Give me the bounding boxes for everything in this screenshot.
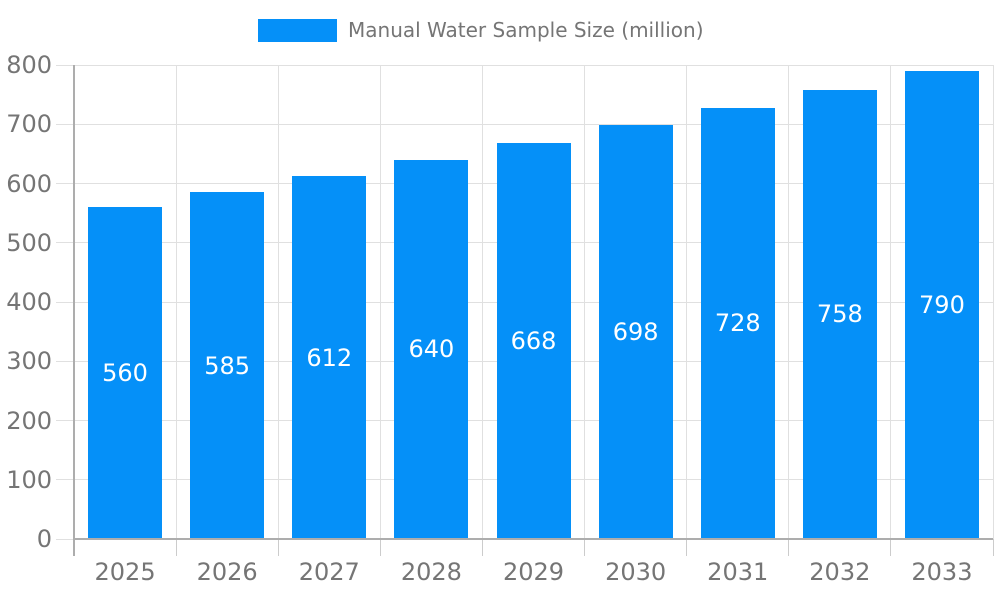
y-axis-tick xyxy=(56,301,74,303)
y-axis-tick xyxy=(56,64,74,66)
x-axis-tick xyxy=(481,539,483,556)
bar-value-label: 640 xyxy=(408,335,455,364)
bar xyxy=(190,192,265,539)
x-gridline xyxy=(788,65,790,539)
legend-swatch xyxy=(258,18,337,42)
x-axis-tick xyxy=(277,539,279,556)
bar-value-label: 790 xyxy=(919,290,965,319)
bar-value-label: 585 xyxy=(204,351,251,380)
y-tick-label: 0 xyxy=(36,525,52,553)
y-tick-label: 800 xyxy=(6,51,52,79)
y-tick-label: 400 xyxy=(6,288,52,316)
x-gridline xyxy=(584,65,586,539)
x-tick-label: 2032 xyxy=(809,558,871,586)
y-axis-tick xyxy=(56,479,74,481)
x-gridline xyxy=(379,65,381,539)
x-gridline xyxy=(992,65,994,539)
x-axis-tick xyxy=(379,539,381,556)
y-axis-tick xyxy=(56,242,74,244)
bar-value-label: 728 xyxy=(714,309,761,338)
x-axis-line xyxy=(74,538,993,540)
y-axis-tick xyxy=(56,360,74,362)
x-tick-label: 2030 xyxy=(605,558,667,586)
y-gridline xyxy=(74,64,993,66)
x-gridline xyxy=(481,65,483,539)
x-gridline xyxy=(890,65,892,539)
x-tick-label: 2026 xyxy=(196,558,258,586)
y-axis-tick xyxy=(56,538,74,540)
y-axis-tick xyxy=(56,183,74,184)
x-gridline xyxy=(175,65,177,539)
bar xyxy=(802,89,877,539)
bar-value-label: 560 xyxy=(102,359,148,388)
x-axis-tick xyxy=(788,539,790,556)
bar xyxy=(88,207,163,539)
x-axis-tick xyxy=(890,539,892,556)
y-tick-label: 200 xyxy=(6,406,52,435)
bar xyxy=(496,143,571,539)
bar-value-label: 612 xyxy=(306,343,353,372)
x-gridline xyxy=(277,65,279,539)
legend-item[interactable]: Manual Water Sample Size (million) xyxy=(258,18,704,42)
bar-value-label: 668 xyxy=(510,327,557,356)
bar-value-label: 698 xyxy=(612,318,659,347)
bar xyxy=(700,107,775,539)
y-tick-label: 500 xyxy=(6,228,52,257)
x-tick-label: 2033 xyxy=(911,558,973,586)
x-tick-label: 2025 xyxy=(94,558,156,586)
y-gridline xyxy=(74,123,993,125)
x-tick-label: 2029 xyxy=(502,558,565,586)
bar xyxy=(598,125,673,539)
x-gridline xyxy=(686,65,688,539)
x-axis-tick xyxy=(992,539,994,556)
y-tick-label: 300 xyxy=(6,347,52,376)
x-tick-label: 2031 xyxy=(707,558,769,586)
x-axis-tick xyxy=(584,539,586,556)
y-tick-label: 100 xyxy=(6,465,52,494)
y-axis-tick xyxy=(56,123,74,125)
bar xyxy=(292,176,367,539)
y-axis-line xyxy=(72,65,75,556)
y-axis-tick xyxy=(56,420,74,421)
x-tick-label: 2028 xyxy=(400,558,462,586)
y-tick-label: 700 xyxy=(6,110,52,139)
y-tick-label: 600 xyxy=(6,169,52,198)
x-axis-tick xyxy=(686,539,688,556)
x-axis-tick xyxy=(175,539,177,556)
bar xyxy=(394,159,469,539)
bar xyxy=(904,70,979,539)
x-tick-label: 2027 xyxy=(298,558,360,586)
bar-value-label: 758 xyxy=(816,300,863,329)
legend-label: Manual Water Sample Size (million) xyxy=(348,18,704,42)
